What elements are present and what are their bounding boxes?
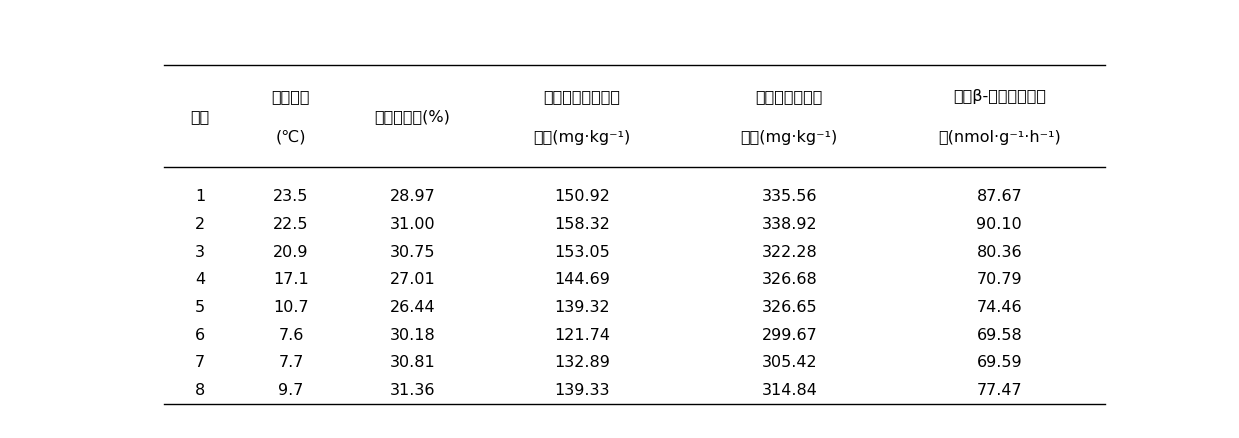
Text: 132.89: 132.89 <box>554 355 610 370</box>
Text: 153.05: 153.05 <box>554 244 610 259</box>
Text: 3: 3 <box>195 244 204 259</box>
Text: 335.56: 335.56 <box>762 189 817 204</box>
Text: 8: 8 <box>195 382 204 397</box>
Text: 土壤β-葡萄糖苷酶活: 土壤β-葡萄糖苷酶活 <box>953 89 1046 104</box>
Text: 69.59: 69.59 <box>976 355 1022 370</box>
Text: 编号: 编号 <box>191 109 209 124</box>
Text: 31.36: 31.36 <box>389 382 435 397</box>
Text: 144.69: 144.69 <box>554 272 610 287</box>
Text: 31.00: 31.00 <box>389 216 435 231</box>
Text: 77.47: 77.47 <box>976 382 1022 397</box>
Text: 30.81: 30.81 <box>389 355 435 370</box>
Text: 含量(mg·kg⁻¹): 含量(mg·kg⁻¹) <box>741 129 838 145</box>
Text: 10.7: 10.7 <box>273 299 309 314</box>
Text: 121.74: 121.74 <box>554 327 610 342</box>
Text: 土壤水溶性有机碳: 土壤水溶性有机碳 <box>544 89 621 104</box>
Text: 158.32: 158.32 <box>554 216 610 231</box>
Text: 338.92: 338.92 <box>762 216 817 231</box>
Text: 74.46: 74.46 <box>976 299 1022 314</box>
Text: 139.33: 139.33 <box>554 382 610 397</box>
Text: 2: 2 <box>195 216 204 231</box>
Text: 土壤含水量(%): 土壤含水量(%) <box>374 109 450 124</box>
Text: 30.18: 30.18 <box>389 327 435 342</box>
Text: 322.28: 322.28 <box>762 244 818 259</box>
Text: 326.68: 326.68 <box>762 272 818 287</box>
Text: 70.79: 70.79 <box>976 272 1022 287</box>
Text: 土壤微生物量碳: 土壤微生物量碳 <box>756 89 823 104</box>
Text: 80.36: 80.36 <box>976 244 1022 259</box>
Text: 28.97: 28.97 <box>389 189 435 204</box>
Text: 27.01: 27.01 <box>389 272 435 287</box>
Text: 7: 7 <box>195 355 204 370</box>
Text: 30.75: 30.75 <box>389 244 435 259</box>
Text: 299.67: 299.67 <box>762 327 818 342</box>
Text: 20.9: 20.9 <box>274 244 309 259</box>
Text: 7.7: 7.7 <box>279 355 304 370</box>
Text: 7.6: 7.6 <box>279 327 304 342</box>
Text: 22.5: 22.5 <box>274 216 309 231</box>
Text: 90.10: 90.10 <box>976 216 1022 231</box>
Text: 305.42: 305.42 <box>762 355 817 370</box>
Text: 含量(mg·kg⁻¹): 含量(mg·kg⁻¹) <box>533 129 631 145</box>
Text: 150.92: 150.92 <box>554 189 610 204</box>
Text: 1: 1 <box>195 189 204 204</box>
Text: 6: 6 <box>195 327 204 342</box>
Text: 87.67: 87.67 <box>976 189 1022 204</box>
Text: (℃): (℃) <box>276 129 306 145</box>
Text: 69.58: 69.58 <box>976 327 1022 342</box>
Text: 5: 5 <box>195 299 204 314</box>
Text: 土壤温度: 土壤温度 <box>271 89 310 104</box>
Text: 26.44: 26.44 <box>389 299 435 314</box>
Text: 17.1: 17.1 <box>273 272 309 287</box>
Text: 9.7: 9.7 <box>279 382 304 397</box>
Text: 4: 4 <box>195 272 204 287</box>
Text: 23.5: 23.5 <box>274 189 309 204</box>
Text: 326.65: 326.65 <box>762 299 817 314</box>
Text: 314.84: 314.84 <box>761 382 818 397</box>
Text: 性(nmol·g⁻¹·h⁻¹): 性(nmol·g⁻¹·h⁻¹) <box>938 129 1061 145</box>
Text: 139.32: 139.32 <box>554 299 610 314</box>
